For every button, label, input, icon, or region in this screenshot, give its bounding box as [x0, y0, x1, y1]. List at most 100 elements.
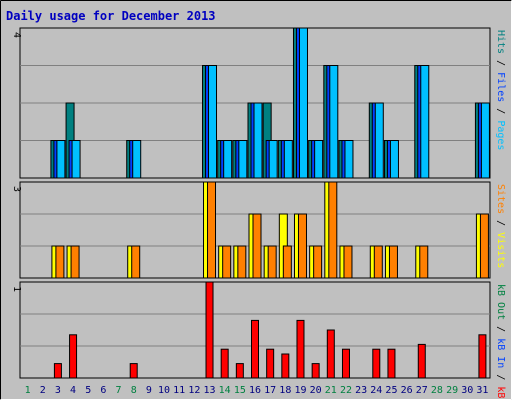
bar-hits-pages-day-25 — [389, 140, 399, 179]
bar-visits-sites-day-3 — [55, 245, 65, 279]
bar-visits-sites-day-21 — [328, 181, 338, 279]
bar-hits-pages-day-24 — [374, 102, 384, 179]
bar-kbytes-kb-f-day-19 — [296, 319, 305, 379]
bar-visits-sites-day-13 — [207, 181, 217, 279]
bar-hits-pages-day-27 — [420, 65, 430, 179]
x-tick-label-day-2: 2 — [40, 385, 46, 396]
bar-hits-pages-day-20 — [314, 140, 324, 179]
bar-kbytes-kb-f-day-17 — [266, 348, 275, 379]
bar-visits-sites-day-19 — [297, 213, 307, 279]
x-tick-label-day-17: 17 — [264, 385, 276, 396]
bar-kbytes-kb-f-day-24 — [372, 348, 381, 379]
bar-kbytes-kb-f-day-21 — [326, 329, 335, 379]
panel-hits-axis-label: Hits / Files / Pages — [495, 30, 506, 150]
bar-kbytes-kb-f-day-25 — [387, 348, 396, 379]
bar-hits-pages-day-16 — [253, 102, 263, 179]
x-tick-label-day-23: 23 — [355, 385, 367, 396]
bar-visits-sites-day-25 — [388, 245, 398, 279]
axis-label-part: kB In — [495, 338, 506, 368]
x-tick-label-day-27: 27 — [416, 385, 428, 396]
bar-kbytes-kb-f-day-3 — [53, 363, 62, 379]
panel-kbytes-max-label: 1 — [11, 286, 22, 292]
x-tick-label-day-26: 26 — [401, 385, 413, 396]
panel-visits-axis-label: Sites / Visits — [495, 184, 506, 268]
x-tick-label-day-20: 20 — [310, 385, 322, 396]
bar-visits-sites-day-18 — [282, 245, 292, 279]
axis-label-part: Pages — [495, 120, 506, 150]
axis-label-part: / — [495, 368, 506, 386]
bar-visits-sites-day-15 — [237, 245, 247, 279]
x-tick-label-day-5: 5 — [85, 385, 91, 396]
bar-hits-pages-day-31 — [480, 102, 490, 179]
axis-label-part: kB Out — [495, 284, 506, 320]
axis-label-part: Sites — [495, 184, 506, 214]
x-tick-label-day-1: 1 — [25, 385, 31, 396]
axis-label-part: / — [495, 320, 506, 338]
bar-visits-sites-day-8 — [131, 245, 141, 279]
x-tick-label-day-31: 31 — [476, 385, 488, 396]
panel-kbytes-axis-label: kB Out / kB In / kB F — [495, 284, 506, 400]
x-tick-label-day-7: 7 — [116, 385, 122, 396]
bar-kbytes-kb-f-day-20 — [311, 363, 320, 379]
axis-label-part: Files — [495, 72, 506, 102]
bar-visits-sites-day-4 — [70, 245, 80, 279]
bar-visits-sites-day-31 — [479, 213, 489, 279]
bar-visits-sites-day-16 — [252, 213, 262, 279]
x-tick-label-day-16: 16 — [249, 385, 261, 396]
axis-label-part: kB F — [495, 386, 506, 400]
x-tick-label-day-11: 11 — [173, 385, 185, 396]
bar-kbytes-kb-f-day-4 — [69, 334, 78, 379]
axis-label-part: / — [495, 214, 506, 232]
bar-visits-sites-day-22 — [343, 245, 353, 279]
bar-hits-pages-day-13 — [208, 65, 218, 179]
bar-hits-pages-day-22 — [344, 140, 354, 179]
x-tick-label-day-25: 25 — [385, 385, 397, 396]
bar-visits-sites-day-27 — [419, 245, 429, 279]
x-tick-label-day-21: 21 — [325, 385, 337, 396]
bar-visits-sites-day-17 — [267, 245, 277, 279]
bar-visits-sites-day-14 — [222, 245, 232, 279]
bar-hits-pages-day-8 — [132, 140, 142, 179]
panel-hits-max-label: 4 — [11, 32, 22, 38]
bar-visits-sites-day-24 — [373, 245, 383, 279]
bar-kbytes-kb-f-day-16 — [251, 319, 259, 379]
panel-visits-max-label: 3 — [11, 186, 22, 192]
bar-hits-pages-day-21 — [329, 65, 339, 179]
bar-hits-pages-day-19 — [298, 27, 308, 179]
x-tick-label-day-8: 8 — [131, 385, 137, 396]
bar-hits-pages-day-18 — [283, 140, 293, 179]
bar-hits-pages-day-3 — [56, 140, 66, 179]
axis-label-part: / — [495, 54, 506, 72]
x-tick-label-day-4: 4 — [70, 385, 76, 396]
bar-kbytes-kb-f-day-18 — [281, 353, 290, 379]
x-tick-label-day-13: 13 — [203, 385, 215, 396]
axis-label-part: Hits — [495, 30, 506, 54]
x-tick-label-day-24: 24 — [370, 385, 382, 396]
x-tick-label-day-9: 9 — [146, 385, 152, 396]
bar-kbytes-kb-f-day-27 — [417, 343, 426, 379]
bar-kbytes-kb-f-day-31 — [478, 334, 487, 379]
bar-kbytes-kb-f-day-14 — [220, 348, 229, 379]
x-tick-label-day-18: 18 — [279, 385, 291, 396]
x-tick-label-day-6: 6 — [100, 385, 106, 396]
axis-label-part: Visits — [495, 232, 506, 268]
bar-kbytes-kb-f-day-13 — [205, 281, 214, 379]
x-tick-label-day-22: 22 — [340, 385, 352, 396]
bar-kbytes-kb-f-day-8 — [129, 363, 138, 379]
x-tick-label-day-28: 28 — [431, 385, 443, 396]
chart-title: Daily usage for December 2013 — [6, 9, 216, 23]
bar-hits-pages-day-14 — [223, 140, 233, 179]
x-tick-label-day-12: 12 — [188, 385, 200, 396]
bar-hits-pages-day-15 — [238, 140, 248, 179]
x-tick-label-day-14: 14 — [219, 385, 231, 396]
bar-kbytes-kb-f-day-15 — [235, 363, 244, 379]
x-tick-label-day-3: 3 — [55, 385, 61, 396]
axis-label-part: / — [495, 102, 506, 120]
x-tick-label-day-29: 29 — [446, 385, 458, 396]
x-tick-label-day-10: 10 — [158, 385, 170, 396]
bar-hits-pages-day-4 — [71, 140, 81, 179]
x-tick-label-day-19: 19 — [294, 385, 306, 396]
bar-hits-pages-day-17 — [268, 140, 278, 179]
bar-kbytes-kb-f-day-22 — [341, 348, 350, 379]
